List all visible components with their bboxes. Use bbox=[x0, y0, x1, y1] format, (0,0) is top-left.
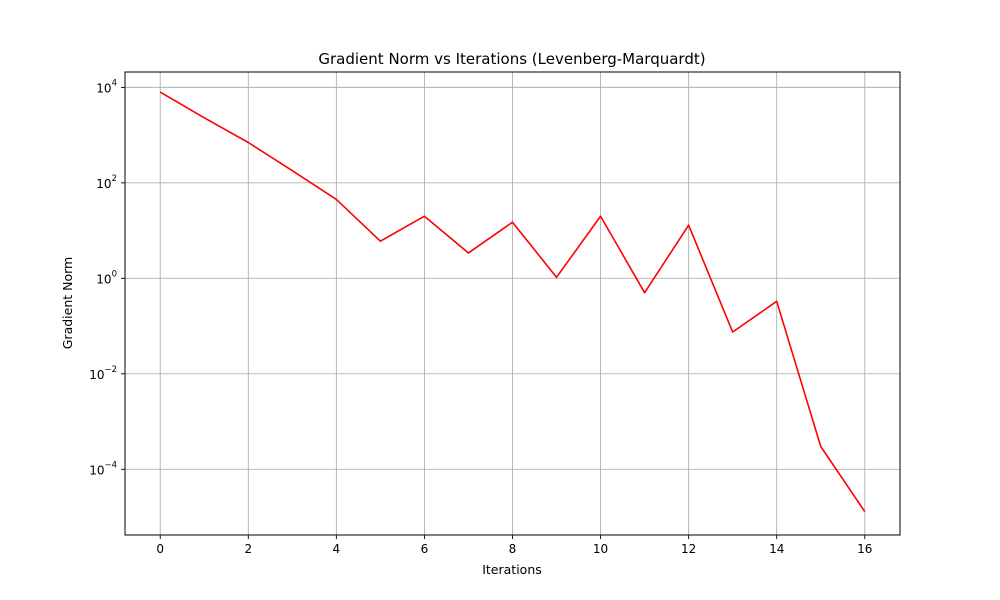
y-tick-exponent: 2 bbox=[112, 174, 117, 184]
x-axis: 0 2 4 6 8 10 12 14 16 bbox=[156, 535, 872, 556]
y-tick-exponent: −4 bbox=[104, 460, 117, 470]
y-tick-base: 10 bbox=[89, 463, 104, 477]
x-tick-label: 2 bbox=[244, 542, 252, 556]
y-tick-base: 10 bbox=[96, 177, 111, 191]
y-tick-exponent: 4 bbox=[112, 78, 117, 88]
y-tick-label: 102 bbox=[96, 174, 117, 191]
series-layer bbox=[159, 91, 866, 513]
x-tick-label: 4 bbox=[333, 542, 341, 556]
x-axis-label: Iterations bbox=[482, 562, 542, 577]
x-tick-label: 10 bbox=[593, 542, 608, 556]
y-tick-label: 10−4 bbox=[89, 460, 117, 477]
x-tick-label: 8 bbox=[509, 542, 517, 556]
y-axis-label: Gradient Norm bbox=[60, 257, 75, 349]
x-tick-label: 12 bbox=[681, 542, 696, 556]
y-tick-base: 10 bbox=[89, 368, 104, 382]
x-tick-label: 14 bbox=[769, 542, 784, 556]
y-tick-exponent: −2 bbox=[104, 365, 117, 375]
y-tick-base: 10 bbox=[96, 81, 111, 95]
chart-title: Gradient Norm vs Iterations (Levenberg-M… bbox=[318, 50, 705, 68]
y-tick-base: 10 bbox=[96, 272, 111, 286]
series-line bbox=[159, 91, 866, 513]
x-tick-label: 0 bbox=[156, 542, 164, 556]
y-tick-exponent: 0 bbox=[112, 269, 117, 279]
y-tick-label: 10−2 bbox=[89, 365, 117, 382]
y-tick-label: 100 bbox=[96, 269, 117, 286]
x-tick-label: 16 bbox=[857, 542, 872, 556]
y-tick-label: 104 bbox=[96, 78, 117, 95]
grid bbox=[125, 72, 900, 535]
x-tick-label: 6 bbox=[421, 542, 429, 556]
